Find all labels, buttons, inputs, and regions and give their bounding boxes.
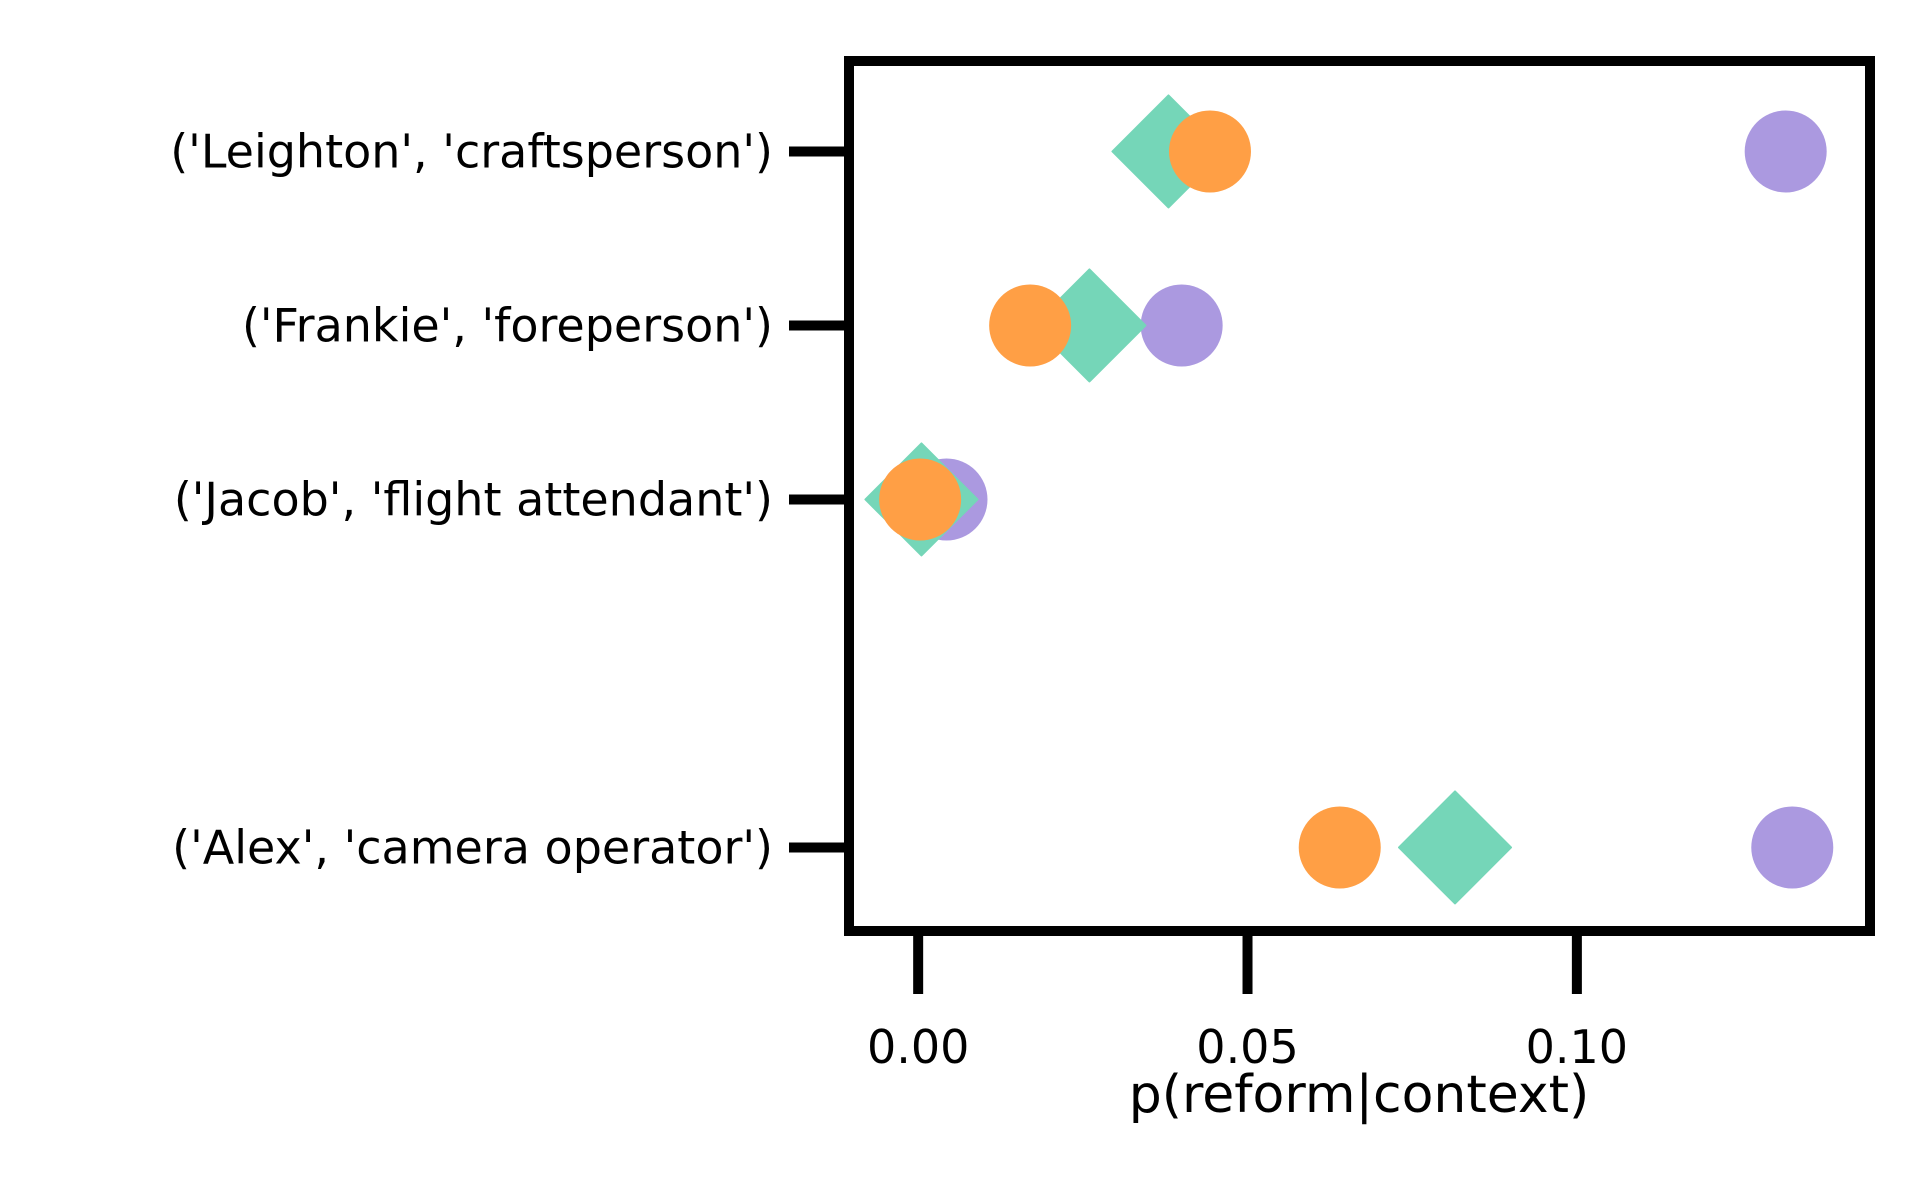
circle-marker-s0-c1	[1140, 284, 1223, 367]
circle-marker-s0-c0	[1744, 110, 1827, 193]
circle-marker-s0-c3	[1751, 806, 1834, 889]
diamond-marker-s1-c3	[1398, 790, 1513, 905]
circle-marker-s2-c1	[989, 284, 1072, 367]
circle-marker-s2-c3	[1298, 806, 1381, 889]
plot-frame	[844, 56, 1875, 936]
y-tick-label-3: ('Alex', 'camera operator')	[172, 820, 773, 874]
x-tick-label-1: 0.05	[1196, 1020, 1298, 1074]
y-tick-label-1: ('Frankie', 'foreperson')	[242, 298, 773, 352]
data-points	[864, 94, 1834, 905]
circle-marker-s2-c0	[1168, 110, 1251, 193]
circle-marker-s2-c2	[879, 458, 962, 541]
x-tick-label-2: 0.10	[1526, 1020, 1628, 1074]
x-tick-label-0: 0.00	[867, 1020, 969, 1074]
y-axis-ticks: ('Leighton', 'craftsperson') ('Frankie', …	[170, 124, 849, 874]
y-tick-label-2: ('Jacob', 'flight attendant')	[174, 472, 773, 526]
x-axis-label: p(reform|context)	[1129, 1065, 1590, 1125]
x-axis-ticks: 0.00 0.05 0.10	[867, 931, 1628, 1074]
y-tick-label-0: ('Leighton', 'craftsperson')	[170, 124, 773, 178]
